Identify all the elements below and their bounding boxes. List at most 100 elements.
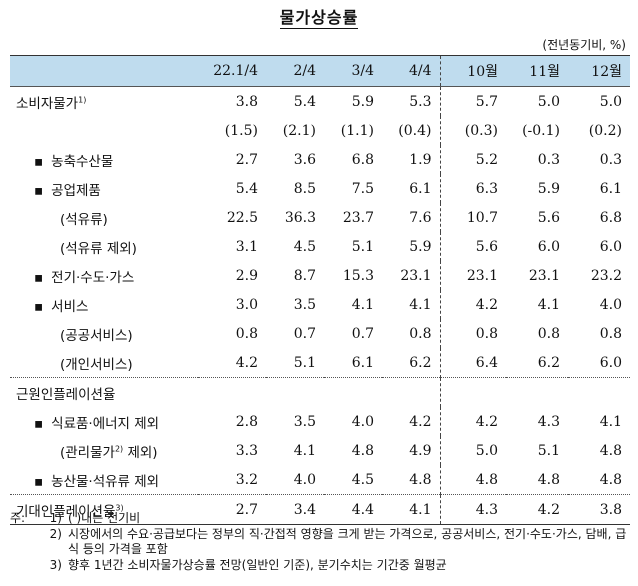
table-cell: 4.2 — [439, 290, 506, 319]
table-cell: 4.8 — [351, 442, 374, 459]
table-cell: 3.8 — [235, 93, 258, 110]
table-cell: 4.1 — [382, 494, 440, 525]
table-cell: 4.0 — [599, 296, 622, 313]
table-cell: (2.1) — [282, 122, 316, 139]
table-cell: 3.5 — [293, 296, 316, 313]
table-cell: 7.5 — [351, 180, 374, 197]
footnotes: 주: 1) ( )내는 전기비 2) 시장에서의 수요·공급보다는 정부의 직·… — [10, 511, 630, 573]
row-label-text: 소비자물가 — [16, 95, 79, 112]
row-label-text: 공업제품 — [51, 182, 101, 199]
column-header: 3/4 — [324, 55, 382, 87]
table-cell: 6.4 — [439, 348, 506, 378]
table-cell: 5.3 — [409, 93, 432, 110]
table-cell: 3.3 — [235, 442, 258, 459]
row-label: (관리물가2) 제외) — [10, 436, 198, 465]
footnote-prefix: 주: — [10, 511, 26, 525]
table-row: ▪ 식료품·에너지 제외 2.8 3.5 4.0 4.2 4.2 4.3 4.1 — [10, 407, 630, 436]
bullet-icon: ▪ — [34, 415, 44, 432]
row-label: 소비자물가1) — [10, 87, 198, 117]
table-cell: 2.7 — [235, 151, 258, 168]
unit-label: (전년동기비, %) — [542, 38, 626, 52]
table-cell: 6.1 — [599, 180, 622, 197]
row-label-text: 기대인플레이션율 — [16, 503, 116, 520]
table-cell: 4.8 — [599, 442, 622, 459]
row-label: (석유류 제외) — [10, 232, 198, 261]
row-label: (석유류) — [10, 203, 198, 232]
table-row: 소비자물가1) 3.8 5.4 5.9 5.3 5.7 5.0 5.0 — [10, 86, 630, 117]
row-label-text: 근원인플레이션율 — [16, 386, 116, 403]
table-cell: 23.1 — [400, 267, 432, 284]
footnote-ref: 2) — [114, 444, 124, 453]
table-cell: 0.7 — [351, 325, 374, 342]
table-cell: 3.6 — [293, 151, 316, 168]
row-label: ▪ 농축수산물 — [10, 145, 198, 174]
row-label: ▪ 서비스 — [10, 290, 198, 319]
footnote-number: 1) — [49, 511, 62, 525]
table-row: (석유류 제외) 3.1 4.5 5.1 5.9 5.6 6.0 6.0 — [10, 232, 630, 261]
column-header: 2/4 — [266, 55, 324, 87]
row-label-text: 농축수산물 — [51, 153, 114, 170]
table-cell: 0.8 — [235, 325, 258, 342]
footnote-text: 향후 1년간 소비자물가상승률 전망(일반인 기준), 분기수치는 기간중 월평… — [68, 557, 447, 572]
table-cell: 6.1 — [324, 348, 382, 378]
table-cell: 0.8 — [599, 325, 622, 342]
table-cell — [324, 378, 382, 408]
bullet-icon: ▪ — [34, 269, 44, 286]
bullet-icon: ▪ — [34, 473, 44, 490]
table-cell: 4.2 — [506, 494, 568, 525]
table-cell: 6.0 — [599, 238, 622, 255]
table-cell: 0.7 — [293, 325, 316, 342]
row-label-text: (관리물가 — [60, 444, 115, 461]
table-cell: 4.2 — [198, 348, 266, 378]
footnote-text: 시장에서의 수요·공급보다는 정부의 직·간접적 영향을 크게 받는 가격으로,… — [68, 526, 627, 557]
table-cell: 5.1 — [351, 238, 374, 255]
row-label-text: (공공서비스) — [60, 327, 133, 344]
table-cell: 1.9 — [409, 151, 432, 168]
table-cell: 4.0 — [293, 471, 316, 488]
row-label-text: (석유류) — [60, 211, 108, 228]
footnote-ref: 1) — [78, 95, 87, 104]
table-cell: 4.1 — [351, 296, 374, 313]
table-row: (1.5) (2.1) (1.1) (0.4) (0.3) (-0.1) (0.2) — [10, 116, 630, 145]
table-cell: 23.1 — [439, 261, 506, 290]
table-cell: 6.1 — [409, 180, 432, 197]
table-row: (석유류) 22.5 36.3 23.7 7.6 10.7 5.6 6.8 — [10, 203, 630, 232]
column-header: 4/4 — [382, 55, 440, 87]
table-cell: 2.8 — [235, 413, 258, 430]
inflation-table: 22.1/4 2/4 3/4 4/4 10월 11월 12월 소비자물가1) 3.… — [10, 55, 630, 525]
row-label: (개인서비스) — [10, 348, 198, 378]
table-cell: 5.9 — [537, 180, 560, 197]
column-header: 12월 — [568, 55, 630, 87]
table-row: 근원인플레이션율 — [10, 377, 630, 408]
table-cell — [198, 378, 266, 408]
row-label: ▪ 식료품·에너지 제외 — [10, 407, 198, 436]
table-cell: 2.9 — [235, 267, 258, 284]
row-label: ▪ 농산물·석유류 제외 — [10, 465, 198, 495]
table-cell: 4.8 — [439, 465, 506, 495]
row-label-text: (석유류 제외) — [60, 240, 137, 257]
table-cell: 7.6 — [409, 209, 432, 226]
table-cell: (-0.1) — [522, 122, 560, 139]
table-header-row: 22.1/4 2/4 3/4 4/4 10월 11월 12월 — [10, 55, 630, 87]
row-label-text: 전기·수도·가스 — [51, 269, 135, 286]
table-cell: 4.1 — [599, 413, 622, 430]
table-row: (공공서비스) 0.8 0.7 0.7 0.8 0.8 0.8 0.8 — [10, 319, 630, 348]
table-cell: 2.7 — [198, 494, 266, 525]
table-cell: 4.0 — [351, 413, 374, 430]
footnote: 2) 시장에서의 수요·공급보다는 정부의 직·간접적 영향을 크게 받는 가격… — [10, 527, 630, 558]
table-cell: 8.5 — [293, 180, 316, 197]
table-row: ▪ 전기·수도·가스 2.9 8.7 15.3 23.1 23.1 23.1 23.2 — [10, 261, 630, 290]
row-label: 근원인플레이션율 — [10, 378, 198, 408]
table-cell: 3.2 — [235, 471, 258, 488]
table-cell: (0.3) — [439, 116, 506, 145]
table-cell: 6.8 — [351, 151, 374, 168]
table-cell: 0.8 — [409, 325, 432, 342]
table-cell: 5.9 — [409, 238, 432, 255]
table-row: ▪ 농축수산물 2.7 3.6 6.8 1.9 5.2 0.3 0.3 — [10, 145, 630, 174]
table-cell: 22.5 — [226, 209, 258, 226]
table-cell: (1.5) — [224, 122, 258, 139]
table-cell: (1.1) — [340, 122, 374, 139]
table-cell: 4.1 — [409, 296, 432, 313]
table-cell: 6.0 — [537, 238, 560, 255]
table-cell: 4.1 — [293, 442, 316, 459]
